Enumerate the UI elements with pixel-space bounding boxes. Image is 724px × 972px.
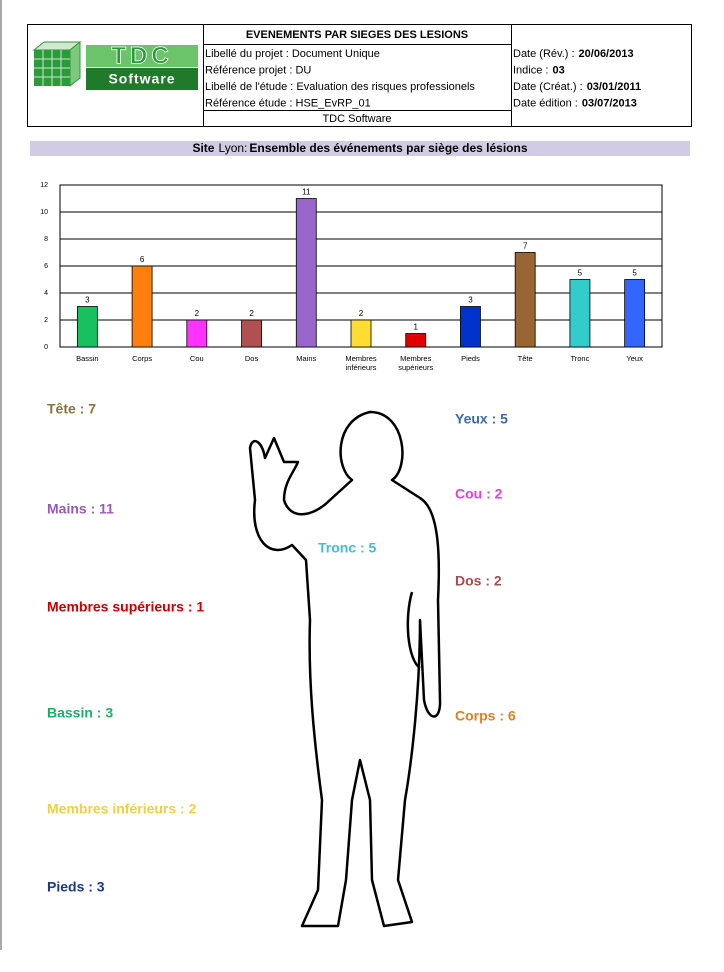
data-label: 1 [414, 323, 419, 332]
data-label: 11 [302, 188, 311, 197]
data-label: 5 [632, 269, 637, 278]
y-tick-label: 2 [44, 317, 48, 324]
data-label: 2 [195, 309, 200, 318]
bar [514, 252, 536, 348]
body-label: Pieds : 3 [47, 879, 105, 895]
header-line: Référence étude : HSE_EvRP_01 [205, 97, 371, 109]
logo-sub: Software [108, 71, 175, 87]
body-label: Tronc : 5 [318, 540, 377, 556]
y-tick-label: 0 [44, 344, 48, 351]
body-label: Cou : 2 [455, 486, 503, 502]
x-tick-label: Membres inférieurs [345, 354, 377, 372]
body-label: Tête : 7 [47, 401, 96, 417]
bar [131, 265, 153, 348]
x-tick-label: Mains [296, 354, 316, 363]
data-label: 6 [140, 255, 145, 264]
section-site-label: Site [192, 141, 214, 155]
x-tick-label: Pieds [461, 354, 480, 363]
x-tick-label: Bassin [76, 354, 99, 363]
x-tick-label: Cou [190, 354, 204, 363]
y-tick-label: 4 [44, 290, 48, 297]
logo-brand: TDC [111, 42, 172, 69]
data-label: 2 [249, 309, 254, 318]
data-label: 3 [85, 296, 90, 305]
date-value: 03/01/2011 [587, 81, 641, 93]
section-site: Lyon: [218, 141, 247, 155]
header-title: EVENEMENTS PAR SIEGES DES LESIONS [246, 29, 468, 41]
bar [569, 279, 591, 348]
header-line: Référence projet : DU [205, 64, 311, 76]
x-tick-label: Membres supérieurs [398, 354, 433, 372]
x-tick-label: Yeux [626, 354, 643, 363]
date-label: Indice : [513, 64, 548, 76]
data-label: 5 [578, 269, 583, 278]
header-line: Libellé du projet : Document Unique [205, 48, 380, 60]
body-label: Corps : 6 [455, 708, 516, 724]
x-tick-label: Tête [518, 354, 533, 363]
body-label: Membres supérieurs : 1 [47, 599, 204, 615]
bar [350, 319, 372, 348]
header-date: Date (Créat.) : 03/01/2011 [513, 81, 641, 93]
header-footer: TDC Software [322, 113, 391, 125]
date-value: 03 [552, 64, 564, 76]
x-tick-label: Dos [245, 354, 259, 363]
section-text: Ensemble des événements par siège des lé… [249, 141, 527, 155]
section-title: Site Lyon: Ensemble des événements par siè… [192, 141, 527, 155]
bar [460, 306, 481, 348]
data-label: 7 [523, 242, 528, 251]
x-tick-label: Tronc [570, 354, 589, 363]
logo: TDC Software [32, 40, 198, 90]
bar [186, 319, 208, 348]
header-line: Libellé de l'étude : Evaluation des risq… [205, 81, 475, 93]
body-label: Yeux : 5 [455, 411, 508, 427]
y-tick-label: 12 [40, 182, 48, 189]
bar [295, 198, 317, 348]
data-label: 3 [468, 296, 473, 305]
header-date: Date édition : 03/07/2013 [513, 97, 637, 109]
body-label: Membres inférieurs : 2 [47, 801, 197, 817]
bar [76, 306, 98, 348]
x-tick-label: Corps [132, 354, 152, 363]
silhouette [248, 410, 442, 928]
section-bar [30, 141, 690, 156]
body-label: Dos : 2 [455, 573, 502, 589]
date-value: 20/06/2013 [579, 48, 634, 60]
date-value: 03/07/2013 [582, 97, 637, 109]
body-label: Bassin : 3 [47, 705, 113, 721]
y-tick-label: 8 [44, 236, 48, 243]
bar [405, 333, 427, 348]
body-label: Mains : 11 [47, 501, 114, 517]
bar [624, 279, 646, 348]
date-label: Date (Créat.) : [513, 81, 583, 93]
date-label: Date (Rév.) : [513, 48, 575, 60]
bar [241, 319, 262, 348]
y-tick-label: 10 [40, 209, 48, 216]
data-label: 2 [359, 309, 364, 318]
date-label: Date édition : [513, 97, 578, 109]
header-date: Date (Rév.) : 20/06/2013 [513, 48, 634, 60]
header-table [27, 24, 692, 127]
header-date: Indice : 03 [513, 64, 565, 76]
y-tick-label: 6 [44, 263, 48, 270]
